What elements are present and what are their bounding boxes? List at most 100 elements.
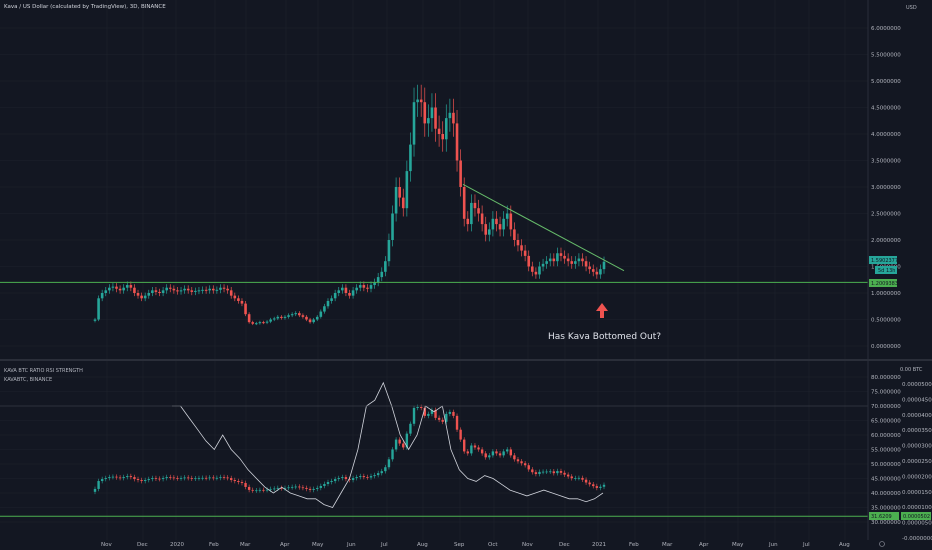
ratio-candle-body xyxy=(265,489,269,491)
candle-body xyxy=(559,253,563,256)
ratio-candle-body xyxy=(219,477,222,478)
ratio-candle-body xyxy=(545,471,548,473)
candle-body xyxy=(502,218,505,230)
candle-body xyxy=(151,290,154,293)
candle-body xyxy=(520,245,523,251)
ratio-candle-body xyxy=(262,489,265,491)
ratio-candle-body xyxy=(158,478,161,480)
svg-text:1.5902377: 1.5902377 xyxy=(871,258,898,264)
candle-body xyxy=(226,288,229,291)
ratio-tick-label: 0.0000150 xyxy=(902,490,932,496)
time-tick-label: Jul xyxy=(380,542,388,548)
time-tick-label: Aug xyxy=(839,542,850,548)
candle-body xyxy=(315,316,319,320)
ratio-candle-body xyxy=(480,449,484,454)
ratio-candle-body xyxy=(423,407,426,416)
ratio-candle-body xyxy=(129,476,133,478)
rsi-tick-label: 30.000000 xyxy=(871,520,901,526)
ratio-tick-label: 0.0000300 xyxy=(902,444,932,450)
candle-body xyxy=(161,290,165,293)
candle-body xyxy=(531,266,534,272)
candle-body xyxy=(387,240,391,262)
ratio-candle-body xyxy=(470,445,473,454)
candle-body xyxy=(140,295,143,299)
candle-body xyxy=(588,266,591,270)
candle-body xyxy=(337,290,341,293)
candle-body xyxy=(111,286,115,288)
candle-body xyxy=(118,288,122,291)
candle-body xyxy=(319,311,323,317)
ratio-candle-body xyxy=(176,478,179,479)
ratio-candle-body xyxy=(222,477,226,478)
ratio-candle-body xyxy=(491,451,495,456)
ratio-candle-body xyxy=(194,478,197,480)
rsi-tick-label: 65.000000 xyxy=(871,419,901,425)
candle-body xyxy=(251,322,255,324)
ratio-candle-body xyxy=(412,407,416,424)
ratio-candle-body xyxy=(348,479,351,481)
ratio-candle-body xyxy=(251,489,254,491)
candle-body xyxy=(541,263,545,267)
candle-body xyxy=(437,128,441,134)
ratio-candle-body xyxy=(437,417,441,420)
candle-body xyxy=(258,322,262,324)
ratio-candle-body xyxy=(280,487,283,489)
candle-body xyxy=(362,285,366,288)
time-tick-label: May xyxy=(312,542,324,548)
last-price-tag: 1.5902377 xyxy=(869,256,898,264)
time-tick-label: Feb xyxy=(209,542,219,548)
candle-body xyxy=(204,289,208,291)
ratio-candle-body xyxy=(269,488,272,490)
ratio-candle-body xyxy=(337,478,340,480)
candle-body xyxy=(305,316,308,320)
candle-body xyxy=(93,319,97,321)
candle-body xyxy=(125,285,129,288)
candle-body xyxy=(197,290,201,292)
ratio-candle-body xyxy=(369,476,373,478)
time-tick-label: Jun xyxy=(346,542,356,548)
rsi-tick-label: 60.000000 xyxy=(871,433,901,439)
time-tick-label: May xyxy=(732,542,744,548)
ratio-candle-body xyxy=(100,479,104,482)
ratio-candle-body xyxy=(502,451,505,456)
rsi-tick-label: 45.000000 xyxy=(871,477,901,483)
candle-body xyxy=(577,258,581,262)
ratio-candle-body xyxy=(455,415,459,430)
ratio-candle-body xyxy=(463,439,466,452)
settings-icon[interactable] xyxy=(879,541,885,547)
candle-body xyxy=(398,187,401,198)
trend-line xyxy=(462,183,625,272)
ratio-candle-body xyxy=(212,477,215,479)
time-tick-label: Aug xyxy=(417,542,428,548)
candle-body xyxy=(255,323,258,325)
candle-body xyxy=(487,229,491,235)
rsi-tick-label: 55.000000 xyxy=(871,448,901,454)
ratio-candle-body xyxy=(208,477,211,479)
ratio-candle-body xyxy=(273,488,276,490)
ratio-tick-label: 0.0000350 xyxy=(902,428,932,434)
ratio-candle-body xyxy=(333,479,337,482)
candle-body xyxy=(341,287,344,291)
candle-body xyxy=(165,287,168,291)
ratio-candle-body xyxy=(258,489,262,491)
ratio-candle-body xyxy=(477,447,480,450)
ratio-candle-body xyxy=(108,477,111,479)
candle-body xyxy=(136,293,140,296)
price-candles xyxy=(93,84,606,326)
ratio-candle-body xyxy=(172,477,176,479)
candle-body xyxy=(470,202,473,225)
ratio-candle-body xyxy=(122,477,125,479)
ratio-candle-body xyxy=(441,419,444,422)
ratio-candle-body xyxy=(387,459,391,468)
ratio-candle-body xyxy=(398,439,401,444)
candle-body xyxy=(455,123,459,161)
candle-body xyxy=(262,322,265,324)
candle-body xyxy=(441,134,444,140)
ratio-candles xyxy=(93,404,606,495)
time-tick-label: Jul xyxy=(802,542,810,548)
annotation-text: Has Kava Bottomed Out? xyxy=(548,332,661,342)
candle-body xyxy=(595,271,599,275)
rsi-tick-label: 80.000000 xyxy=(871,375,901,381)
ratio-candle-body xyxy=(473,445,477,448)
